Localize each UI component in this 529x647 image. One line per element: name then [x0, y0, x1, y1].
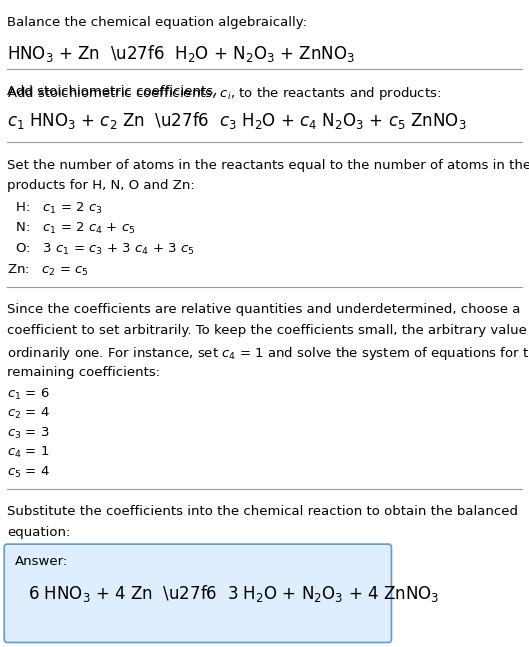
Text: N:   $\mathit{c}_1$ = 2 $\mathit{c}_4$ + $\mathit{c}_5$: N: $\mathit{c}_1$ = 2 $\mathit{c}_4$ + $… [7, 221, 135, 236]
Text: Zn:   $\mathit{c}_2$ = $\mathit{c}_5$: Zn: $\mathit{c}_2$ = $\mathit{c}_5$ [7, 263, 89, 278]
Text: ordinarily one. For instance, set $\mathit{c}_4$ = 1 and solve the system of equ: ordinarily one. For instance, set $\math… [7, 345, 529, 362]
Text: Answer:: Answer: [15, 555, 68, 568]
Text: equation:: equation: [7, 526, 70, 539]
Text: Since the coefficients are relative quantities and underdetermined, choose a: Since the coefficients are relative quan… [7, 303, 520, 316]
Text: $\mathit{c}_1$ $\mathsf{HNO_3}$ + $\mathit{c}_2$ Zn  \u27f6  $\mathit{c}_3$ $\ma: $\mathit{c}_1$ $\mathsf{HNO_3}$ + $\math… [7, 110, 467, 131]
Text: $\mathit{c}_5$ = 4: $\mathit{c}_5$ = 4 [7, 465, 50, 479]
FancyBboxPatch shape [4, 544, 391, 642]
Text: Add stoichiometric coefficients,: Add stoichiometric coefficients, [7, 85, 221, 98]
Text: $\mathit{c}_2$ = 4: $\mathit{c}_2$ = 4 [7, 406, 50, 421]
Text: 6 $\mathsf{HNO_3}$ + 4 Zn  \u27f6  3 $\mathsf{H_2O}$ + $\mathsf{N_2O_3}$ + 4 $\m: 6 $\mathsf{HNO_3}$ + 4 Zn \u27f6 3 $\mat… [28, 583, 439, 604]
Text: $\mathit{c}_1$ = 6: $\mathit{c}_1$ = 6 [7, 387, 49, 402]
Text: products for H, N, O and Zn:: products for H, N, O and Zn: [7, 179, 195, 192]
Text: coefficient to set arbitrarily. To keep the coefficients small, the arbitrary va: coefficient to set arbitrarily. To keep … [7, 324, 529, 337]
Text: Balance the chemical equation algebraically:: Balance the chemical equation algebraica… [7, 16, 307, 29]
Text: H:   $\mathit{c}_1$ = 2 $\mathit{c}_3$: H: $\mathit{c}_1$ = 2 $\mathit{c}_3$ [7, 201, 103, 215]
Text: O:   3 $\mathit{c}_1$ = $\mathit{c}_3$ + 3 $\mathit{c}_4$ + 3 $\mathit{c}_5$: O: 3 $\mathit{c}_1$ = $\mathit{c}_3$ + 3… [7, 242, 194, 257]
Text: $\mathsf{HNO_3}$ + Zn  \u27f6  $\mathsf{H_2O}$ + $\mathsf{N_2O_3}$ + $\mathsf{Zn: $\mathsf{HNO_3}$ + Zn \u27f6 $\mathsf{H_… [7, 43, 355, 64]
Text: Add stoichiometric coefficients, $\mathit{c_i}$, to the reactants and products:: Add stoichiometric coefficients, $\mathi… [7, 85, 441, 102]
Text: Substitute the coefficients into the chemical reaction to obtain the balanced: Substitute the coefficients into the che… [7, 505, 518, 518]
Text: $\mathit{c}_4$ = 1: $\mathit{c}_4$ = 1 [7, 445, 49, 460]
Text: Set the number of atoms in the reactants equal to the number of atoms in the: Set the number of atoms in the reactants… [7, 159, 529, 171]
Text: remaining coefficients:: remaining coefficients: [7, 366, 160, 378]
Text: $\mathit{c}_3$ = 3: $\mathit{c}_3$ = 3 [7, 426, 49, 441]
